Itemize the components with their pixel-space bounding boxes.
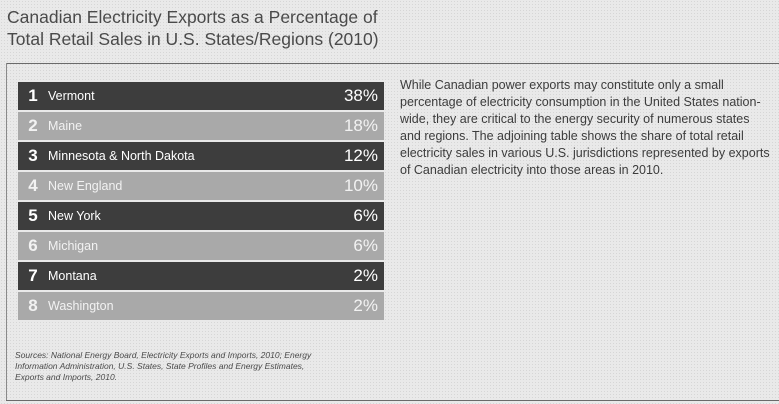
region-name: Vermont	[48, 89, 95, 103]
table-row: 2 Maine 18%	[18, 112, 384, 140]
region-name: New York	[48, 209, 101, 223]
region-name: Maine	[48, 119, 83, 133]
ranking-table: 1 Vermont 38% 2 Maine 18% 3 Minnesota & …	[18, 82, 384, 322]
sources-note: Sources: National Energy Board, Electric…	[15, 350, 312, 382]
region-name: Washington	[48, 299, 114, 313]
percentage-value: 6%	[353, 236, 378, 255]
rank-number: 8	[28, 296, 38, 315]
percentage-value: 10%	[343, 176, 378, 195]
rank-number: 3	[28, 146, 38, 165]
region-name: Montana	[48, 269, 97, 283]
description-paragraph: While Canadian power exports may constit…	[400, 78, 770, 177]
bottom-rule	[6, 400, 779, 401]
region-name: Minnesota & North Dakota	[48, 149, 195, 163]
percentage-value: 12%	[343, 146, 378, 165]
table-row: 5 New York 6%	[18, 202, 384, 230]
rank-number: 5	[28, 206, 38, 225]
table-row: 8 Washington 2%	[18, 292, 384, 320]
table-row: 6 Michigan 6%	[18, 232, 384, 260]
table-row: 3 Minnesota & North Dakota 12%	[18, 142, 384, 170]
rank-number: 4	[28, 176, 38, 195]
region-name: New England	[48, 179, 123, 193]
rank-number: 1	[28, 86, 38, 105]
percentage-value: 2%	[353, 296, 378, 315]
left-border	[6, 63, 7, 400]
rank-number: 6	[28, 236, 38, 255]
region-name: Michigan	[48, 239, 99, 253]
percentage-value: 38%	[343, 86, 378, 105]
percentage-value: 18%	[343, 116, 378, 135]
table-row: 4 New England 10%	[18, 172, 384, 200]
rank-number: 7	[28, 266, 38, 285]
table-row: 7 Montana 2%	[18, 262, 384, 290]
table-row: 1 Vermont 38%	[18, 82, 384, 110]
percentage-value: 6%	[353, 206, 378, 225]
document-title: Canadian Electricity Exports as a Percen…	[7, 7, 379, 49]
percentage-value: 2%	[353, 266, 378, 285]
rank-number: 2	[28, 116, 38, 135]
top-rule	[6, 63, 779, 64]
